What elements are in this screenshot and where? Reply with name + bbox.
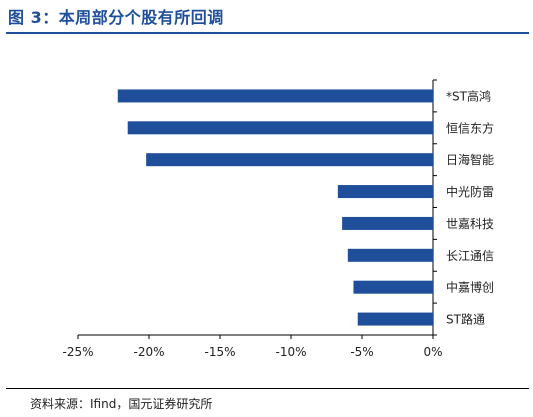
category-label: 世嘉科技 [446,217,494,231]
bar [357,312,433,326]
bar [353,280,433,294]
x-tick-label: -5% [350,345,373,359]
category-label: *ST高鸿 [446,88,491,103]
category-label: 中嘉博创 [446,280,494,295]
category-label: 长江通信 [446,249,494,263]
bar [127,121,433,135]
title-underline [6,32,529,34]
footer-divider [6,388,529,389]
x-tick-label: -10% [275,345,306,359]
source-note: 资料来源：Ifind，国元证券研究所 [30,397,213,411]
category-label: 日海智能 [446,152,494,167]
category-label: ST路通 [446,312,485,327]
bar [337,185,433,199]
bar [342,216,433,230]
x-tick-label: -15% [204,345,235,359]
bar [146,153,433,167]
x-tick-label: -20% [133,345,164,359]
x-tick-label: -25% [62,345,93,359]
category-label: 中光防雷 [446,184,494,199]
bar [347,248,433,262]
bar [117,89,433,103]
x-tick-label: 0% [423,345,442,359]
category-label: 恒信东方 [446,120,494,135]
figure-title: 图 3：本周部分个股有所回调 [8,8,224,27]
